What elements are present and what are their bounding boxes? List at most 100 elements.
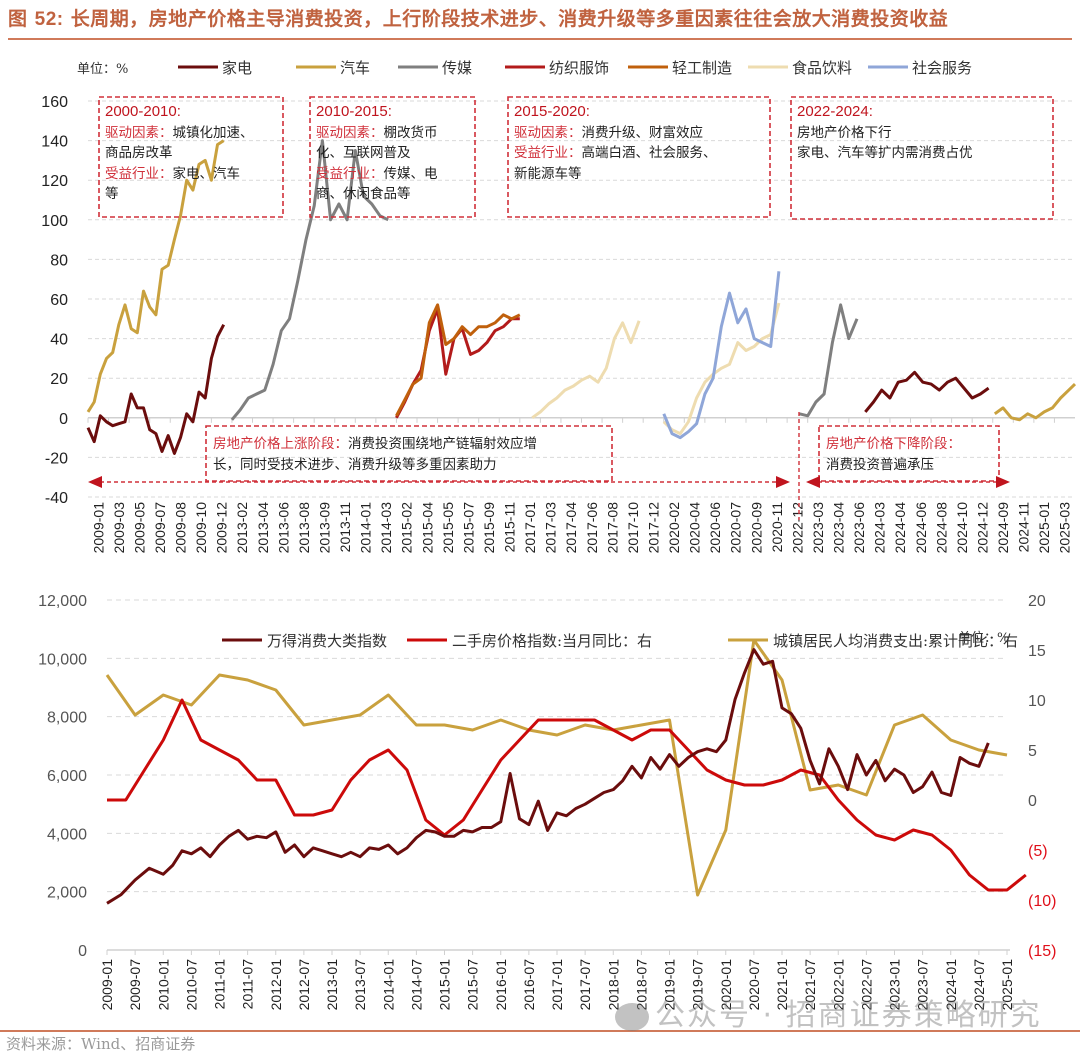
legend: 家电 汽车 传媒 纺织服饰 轻工制造 食品饮料 社会服务: [178, 59, 972, 77]
y-right-tick-label: 20: [1028, 595, 1046, 610]
y-right-tick-label: (15): [1028, 943, 1056, 960]
annotation-value: 传媒、电: [383, 165, 438, 182]
x-tick-label: 2009-10: [193, 502, 209, 554]
annotation-label: 房地产价格下降阶段：: [826, 436, 961, 452]
y-tick-label: 80: [50, 252, 68, 269]
y-tick-label: 40: [50, 332, 68, 349]
x-tick-label: 2017-10: [625, 502, 641, 554]
y-left-tick-label: 10,000: [38, 651, 87, 668]
x-tick-label: 2024-12: [974, 502, 990, 554]
y-axis-right-ticks: 20 15 10 5 0 (5) (10) (15): [1028, 595, 1056, 960]
legend-label-food_beverage: 食品饮料: [792, 59, 852, 77]
annotation-value: 城镇化加速、: [172, 124, 254, 141]
x-tick-label: 2009-07: [127, 959, 143, 1011]
x-tick-label: 2023-07: [915, 959, 931, 1011]
x-tick-label: 2013-06: [275, 502, 291, 554]
annotation-value: 家电、汽车等扩内需消费占优: [797, 145, 973, 161]
x-tick-label: 2009-01: [90, 502, 106, 554]
x-tick-label: 2022-12: [789, 502, 805, 554]
x-tick-label: 2025-01: [1036, 502, 1052, 554]
annotation-label: 受益行业：: [105, 165, 173, 182]
series-line-wind_index: [106, 648, 990, 905]
annotation-value: 化、互联网普及: [316, 145, 411, 161]
x-tick-label: 2014-01: [380, 959, 396, 1011]
x-tick-label: 2020-01: [718, 959, 734, 1011]
x-tick-label: 2011-07: [240, 959, 256, 1010]
x-tick-label: 2021-01: [774, 959, 790, 1011]
annotation-box_2000_2010: 2000-2010: 驱动因素：城镇化加速、 商品房改革 受益行业：家电、汽车等: [105, 102, 254, 205]
box-2022-2024: [790, 96, 1054, 220]
x-tick-label: 2015-04: [419, 502, 435, 554]
series-line-social_services: [662, 271, 781, 440]
annotation-boxes: [88, 96, 1054, 520]
grid: [87, 100, 1075, 498]
x-tick-label: 2020-07: [728, 502, 744, 554]
annotation-line: 新能源车等: [514, 164, 717, 185]
x-tick-label: 2024-06: [913, 502, 929, 554]
arrow-left-icon: [88, 476, 102, 488]
unit-label: 单位：%: [77, 62, 128, 77]
x-tick-label: 2015-07: [465, 959, 481, 1011]
x-tick-label: 2013-11: [337, 502, 353, 553]
figure-title: 图 52: 长周期，房地产价格主导消费投资，上行阶段技术进步、消费升级等多重因素…: [8, 4, 1072, 40]
x-tick-label: 2016-07: [521, 959, 537, 1011]
arrow-right-icon: [996, 476, 1010, 488]
x-tick-label: 2015-09: [481, 502, 497, 554]
x-tick-label: 2013-02: [234, 502, 250, 554]
annotation-value: 商品房改革: [105, 145, 173, 161]
x-tick-label: 2010-01: [155, 959, 171, 1011]
annotation-label: 驱动因素：: [514, 124, 582, 141]
x-tick-label: 2009-07: [152, 502, 168, 554]
series-line-light_industry: [395, 303, 521, 417]
x-tick-label: 2017-01: [522, 502, 538, 554]
x-tick-label: 2020-04: [687, 502, 703, 554]
x-tick-label: 2022-01: [830, 959, 846, 1011]
y-right-tick-label: (5): [1028, 843, 1048, 860]
annotation-box_fall: 房地产价格下降阶段： 消费投资普遍承压: [826, 434, 961, 475]
y-right-tick-label: 10: [1028, 693, 1046, 710]
series-line-appliances: [86, 324, 226, 455]
y-tick-label: 120: [41, 173, 68, 190]
x-tick-label: 2021-07: [802, 959, 818, 1011]
series-line-media: [230, 139, 389, 421]
y-tick-label: -40: [45, 490, 68, 507]
y-right-tick-label: (10): [1028, 893, 1056, 910]
annotation-line: 驱动因素：城镇化加速、: [105, 123, 254, 144]
x-tick-label: 2020-09: [748, 502, 764, 554]
legend-label-appliances: 家电: [222, 59, 252, 77]
box-2010-2015: [309, 96, 476, 218]
y-left-tick-label: 6,000: [47, 768, 87, 785]
annotation-line: 长，同时受技术进步、消费升级等多重因素助力: [213, 455, 537, 476]
annotation-label: 受益行业：: [316, 165, 384, 182]
x-tick-label: 2012-07: [296, 959, 312, 1011]
legend-label-social_services: 社会服务: [912, 59, 972, 77]
x-tick-label: 2025-01: [999, 959, 1015, 1011]
x-tick-label: 2023-01: [887, 959, 903, 1011]
legend-label-autos: 汽车: [340, 59, 370, 77]
x-tick-label: 2014-03: [378, 502, 394, 554]
y-left-tick-label: 2,000: [47, 885, 87, 902]
figure-title-text: 长周期，房地产价格主导消费投资，上行阶段技术进步、消费升级等多重因素往往会放大消…: [63, 8, 949, 30]
annotation-value: 消费投资围绕地产链辐射效应增: [348, 436, 537, 452]
sector-returns-chart: 160 140 120 100 80 60 40 20 0 -20 -40 2009-01 2009-…: [41, 59, 1077, 554]
y-tick-label: -20: [45, 450, 68, 467]
x-tick-label: 2024-10: [954, 502, 970, 554]
y-tick-label: 0: [59, 411, 68, 428]
y-tick-label: 140: [41, 134, 68, 151]
annotation-value: 消费升级、财富效应: [581, 124, 704, 141]
x-tick-label: 2023-03: [810, 502, 826, 554]
box-rise-phase: [205, 425, 613, 482]
x-axis-ticks: 2009-01 2009-07 2010-01 2010-07 2011-01 2011-…: [99, 959, 1015, 1011]
annotation-value: 商、休闲食品等: [316, 186, 411, 202]
y-right-tick-label: 0: [1028, 793, 1037, 810]
x-tick-label: 2009-08: [173, 502, 189, 554]
legend: 万得消费大类指数 二手房价格指数:当月同比：右 城镇居民人均消费支出:累计同比：右: [222, 632, 1018, 650]
series-lines: [86, 139, 1077, 455]
y-tick-label: 20: [50, 371, 68, 388]
annotation-box_2022_2024: 2022-2024: 房地产价格下行 家电、汽车等扩内需消费占优: [797, 102, 973, 164]
x-tick-label: 2020-07: [746, 959, 762, 1011]
x-tick-label: 2009-01: [99, 959, 115, 1011]
annotation-line: 化、互联网普及: [316, 143, 438, 164]
legend-label-textiles: 纺织服饰: [549, 59, 609, 77]
box-fall-phase: [818, 425, 1000, 482]
